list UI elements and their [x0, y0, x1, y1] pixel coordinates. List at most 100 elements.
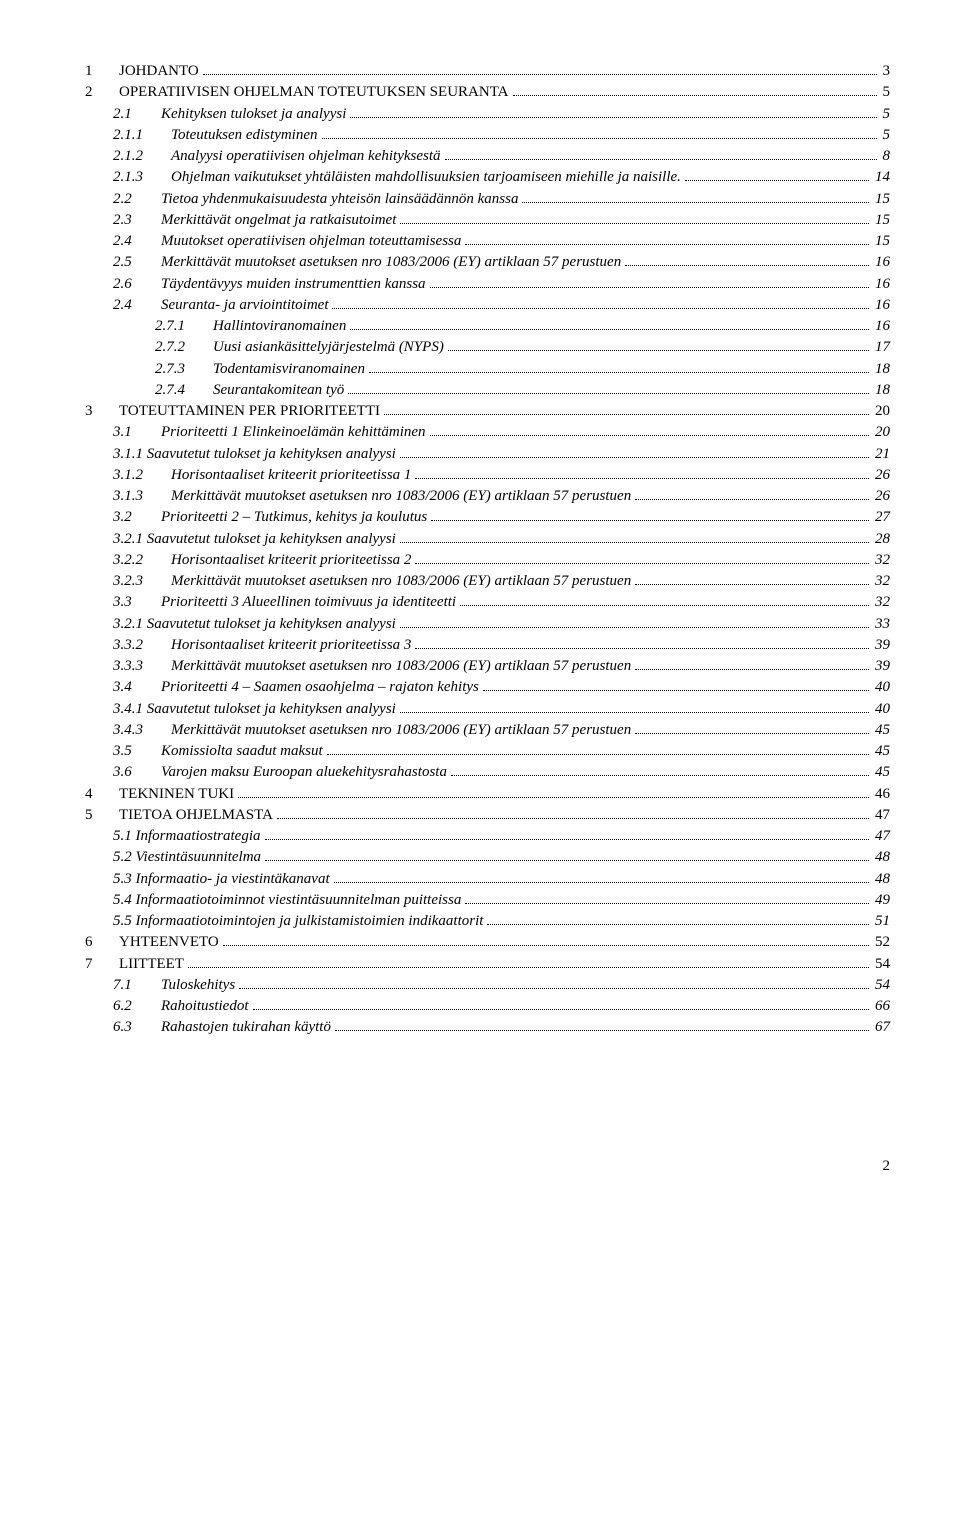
toc-entry-label: Horisontaaliset kriteerit prioriteetissa… — [171, 550, 411, 570]
toc-entry-number: 2.1.1 — [113, 125, 171, 145]
toc-entry: 2.2Tietoa yhdenmukaisuudesta yhteisön la… — [85, 189, 890, 209]
toc-entry-number: 2.1 — [113, 104, 161, 124]
toc-entry-label: Prioriteetti 2 – Tutkimus, kehitys ja ko… — [161, 507, 427, 527]
toc-entry: 2.1.2Analyysi operatiivisen ohjelman keh… — [85, 146, 890, 166]
toc-entry: 5.3 Informaatio- ja viestintäkanavat48 — [85, 869, 890, 889]
toc-entry-page: 20 — [873, 401, 890, 421]
toc-leader-dots — [327, 754, 869, 755]
toc-entry-number: 5 — [85, 805, 119, 825]
toc-leader-dots — [203, 74, 877, 75]
toc-entry-number: 2.4 — [113, 231, 161, 251]
toc-entry-label: Merkittävät muutokset asetuksen nro 1083… — [171, 656, 631, 676]
toc-entry: 2.6Täydentävyys muiden instrumenttien ka… — [85, 274, 890, 294]
toc-entry-page: 48 — [873, 869, 890, 889]
toc-entry: 3.3.2Horisontaaliset kriteerit prioritee… — [85, 635, 890, 655]
toc-entry-page: 17 — [873, 337, 890, 357]
toc-entry-label: Horisontaaliset kriteerit prioriteetissa… — [171, 635, 411, 655]
toc-entry-number: 3.1 — [113, 422, 161, 442]
toc-entry-number: 3.3 — [113, 592, 161, 612]
toc-leader-dots — [635, 733, 869, 734]
toc-entry-page: 51 — [873, 911, 890, 931]
toc-entry-label: Rahoitustiedot — [161, 996, 249, 1016]
toc-leader-dots — [350, 117, 876, 118]
toc-entry-number: 3.1.2 — [113, 465, 171, 485]
toc-entry-number: 3.2.3 — [113, 571, 171, 591]
toc-entry-page: 21 — [873, 444, 890, 464]
toc-entry-page: 66 — [873, 996, 890, 1016]
toc-entry-page: 20 — [873, 422, 890, 442]
toc-entry: 3.3Prioriteetti 3 Alueellinen toimivuus … — [85, 592, 890, 612]
toc-entry-page: 16 — [873, 316, 890, 336]
toc-entry-page: 67 — [873, 1017, 890, 1037]
toc-entry-page: 3 — [881, 61, 891, 81]
toc-leader-dots — [625, 265, 869, 266]
page-number: 2 — [85, 1158, 890, 1175]
toc-entry: 2.1.3Ohjelman vaikutukset yhtäläisten ma… — [85, 167, 890, 187]
toc-entry-number: 2.7.3 — [155, 359, 213, 379]
toc-entry: 2.1Kehityksen tulokset ja analyysi5 — [85, 104, 890, 124]
toc-entry-number: 3.1.3 — [113, 486, 171, 506]
toc-entry-label: 5.4 Informaatiotoiminnot viestintäsuunni… — [113, 890, 461, 910]
toc-entry-label: LIITTEET — [119, 954, 184, 974]
toc-entry-label: Prioriteetti 1 Elinkeinoelämän kehittämi… — [161, 422, 426, 442]
toc-leader-dots — [483, 690, 869, 691]
toc-entry-number: 2.7.1 — [155, 316, 213, 336]
toc-entry-number: 6.2 — [113, 996, 161, 1016]
toc-entry-page: 39 — [873, 656, 890, 676]
toc-entry: 1JOHDANTO3 — [85, 61, 890, 81]
toc-entry-number: 2.7.4 — [155, 380, 213, 400]
toc-entry-number: 2.3 — [113, 210, 161, 230]
toc-entry-page: 47 — [873, 805, 890, 825]
toc-entry-number: 3.2.2 — [113, 550, 171, 570]
toc-entry-label: 5.1 Informaatiostrategia — [113, 826, 261, 846]
toc-entry-label: Kehityksen tulokset ja analyysi — [161, 104, 346, 124]
toc-entry: 3.2.1 Saavutetut tulokset ja kehityksen … — [85, 529, 890, 549]
toc-entry-label: Täydentävyys muiden instrumenttien kanss… — [161, 274, 426, 294]
toc-entry: 6.3Rahastojen tukirahan käyttö67 — [85, 1017, 890, 1037]
toc-leader-dots — [451, 775, 869, 776]
toc-leader-dots — [384, 414, 869, 415]
toc-leader-dots — [350, 329, 869, 330]
toc-leader-dots — [487, 924, 869, 925]
toc-entry-page: 15 — [873, 231, 890, 251]
toc-entry: 3.4.3Merkittävät muutokset asetuksen nro… — [85, 720, 890, 740]
toc-entry-number: 3.6 — [113, 762, 161, 782]
toc-entry-page: 47 — [873, 826, 890, 846]
toc-entry-page: 54 — [873, 975, 890, 995]
toc-leader-dots — [415, 563, 869, 564]
toc-entry-label: Analyysi operatiivisen ohjelman kehityks… — [171, 146, 441, 166]
toc-entry-number: 3.2 — [113, 507, 161, 527]
toc-entry: 2.7.2Uusi asiankäsittelyjärjestelmä (NYP… — [85, 337, 890, 357]
toc-entry-page: 39 — [873, 635, 890, 655]
toc-leader-dots — [635, 499, 869, 500]
toc-entry-label: Uusi asiankäsittelyjärjestelmä (NYPS) — [213, 337, 444, 357]
toc-entry-page: 32 — [873, 571, 890, 591]
toc-leader-dots — [513, 95, 877, 96]
toc-entry: 2.4Muutokset operatiivisen ohjelman tote… — [85, 231, 890, 251]
table-of-contents: 1JOHDANTO32OPERATIIVISEN OHJELMAN TOTEUT… — [85, 61, 890, 1038]
toc-entry-number: 2.1.3 — [113, 167, 171, 187]
toc-entry: 3.3.3Merkittävät muutokset asetuksen nro… — [85, 656, 890, 676]
toc-entry-page: 52 — [873, 932, 890, 952]
toc-entry: 3.4.1 Saavutetut tulokset ja kehityksen … — [85, 699, 890, 719]
toc-leader-dots — [430, 435, 869, 436]
toc-entry-label: 3.4.1 Saavutetut tulokset ja kehityksen … — [113, 699, 396, 719]
toc-entry-number: 4 — [85, 784, 119, 804]
toc-leader-dots — [277, 818, 869, 819]
toc-entry-label: Seurantakomitean työ — [213, 380, 344, 400]
toc-entry-label: Merkittävät muutokset asetuksen nro 1083… — [171, 571, 631, 591]
toc-entry-label: 3.1.1 Saavutetut tulokset ja kehityksen … — [113, 444, 396, 464]
toc-entry-page: 8 — [881, 146, 891, 166]
toc-entry: 2.7.1Hallintoviranomainen16 — [85, 316, 890, 336]
toc-entry: 2.7.4Seurantakomitean työ 18 — [85, 380, 890, 400]
toc-entry: 6.2Rahoitustiedot 66 — [85, 996, 890, 1016]
toc-entry-number: 3.3.3 — [113, 656, 171, 676]
toc-entry: 2.5Merkittävät muutokset asetuksen nro 1… — [85, 252, 890, 272]
toc-entry: 2.3Merkittävät ongelmat ja ratkaisutoime… — [85, 210, 890, 230]
toc-entry-page: 49 — [873, 890, 890, 910]
toc-leader-dots — [400, 542, 869, 543]
toc-entry-page: 18 — [873, 380, 890, 400]
toc-leader-dots — [685, 180, 869, 181]
toc-leader-dots — [265, 839, 869, 840]
toc-entry-number: 3.4.3 — [113, 720, 171, 740]
